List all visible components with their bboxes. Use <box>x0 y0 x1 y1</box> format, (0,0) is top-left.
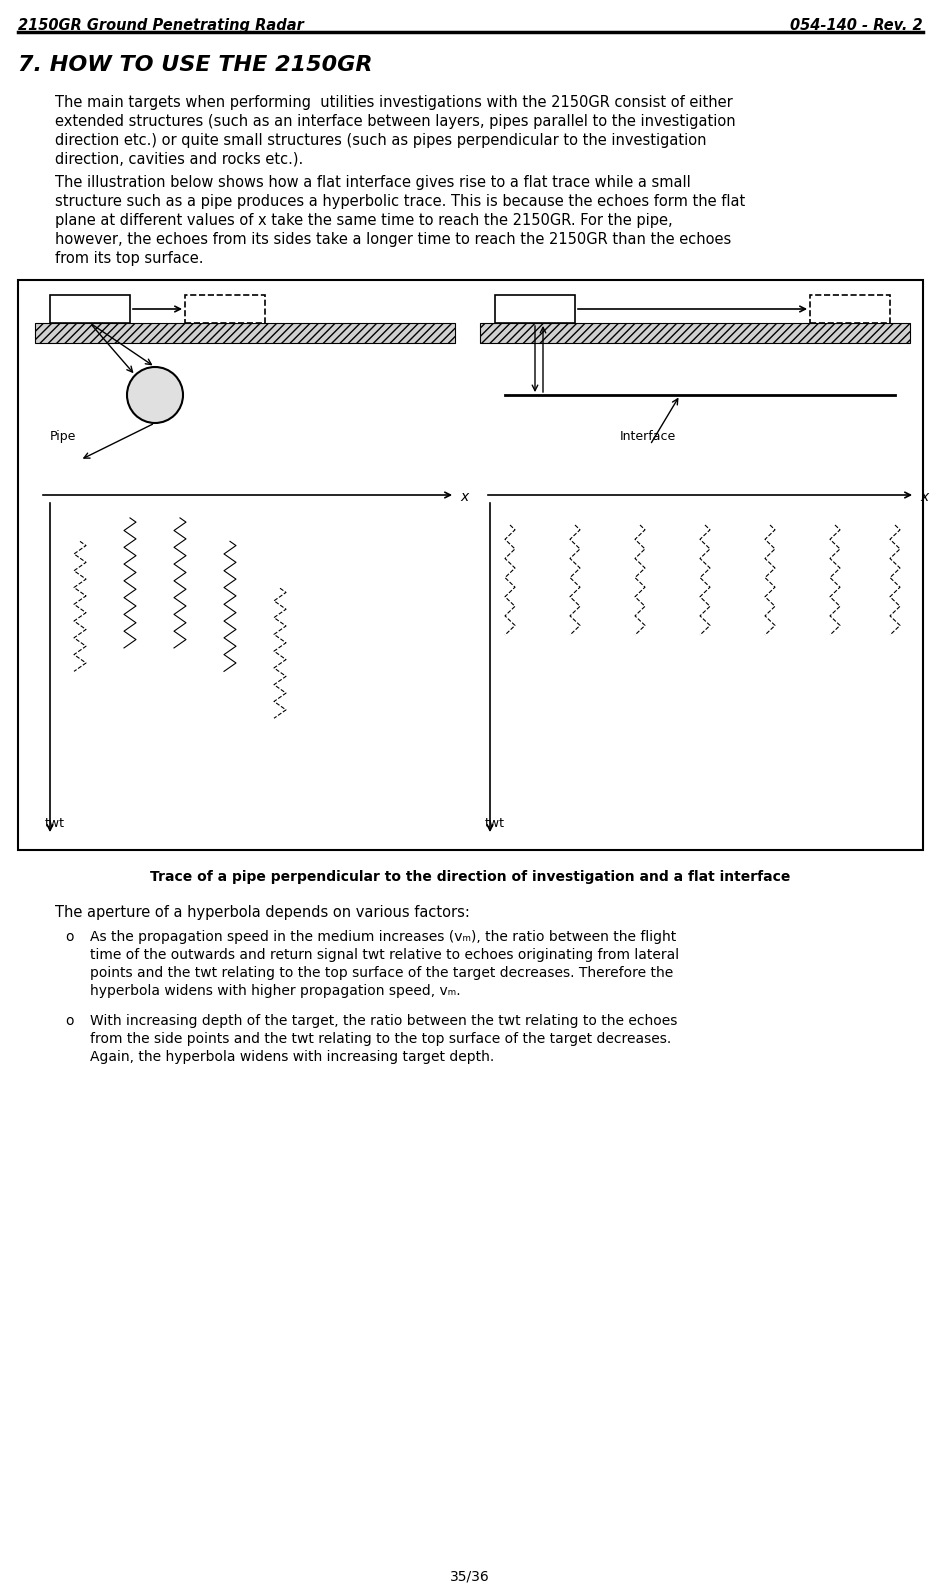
Text: however, the echoes from its sides take a longer time to reach the 2150GR than t: however, the echoes from its sides take … <box>55 232 731 247</box>
Text: The illustration below shows how a flat interface gives rise to a flat trace whi: The illustration below shows how a flat … <box>55 175 691 189</box>
Bar <box>185 295 265 323</box>
Text: 2150GR: 2150GR <box>828 298 872 307</box>
Text: direction etc.) or quite small structures (such as pipes perpendicular to the in: direction etc.) or quite small structure… <box>55 134 707 148</box>
Bar <box>495 295 575 323</box>
Text: plane at different values of x take the same time to reach the 2150GR. For the p: plane at different values of x take the … <box>55 213 673 228</box>
Text: twt: twt <box>485 817 505 829</box>
Bar <box>18 280 923 850</box>
Text: from the side points and the twt relating to the top surface of the target decre: from the side points and the twt relatin… <box>90 1032 671 1046</box>
Text: Trace of a pipe perpendicular to the direction of investigation and a flat inter: Trace of a pipe perpendicular to the dir… <box>150 869 790 884</box>
Bar <box>480 323 910 342</box>
Text: from its top surface.: from its top surface. <box>55 252 203 266</box>
Bar <box>810 295 890 323</box>
Text: 2150GR: 2150GR <box>68 298 112 307</box>
Text: 2150GR: 2150GR <box>202 298 247 307</box>
Text: As the propagation speed in the medium increases (vₘ), the ratio between the fli: As the propagation speed in the medium i… <box>90 930 677 944</box>
Text: extended structures (such as an interface between layers, pipes parallel to the : extended structures (such as an interfac… <box>55 115 736 129</box>
Circle shape <box>127 368 183 423</box>
Text: direction, cavities and rocks etc.).: direction, cavities and rocks etc.). <box>55 151 303 167</box>
Text: With increasing depth of the target, the ratio between the twt relating to the e: With increasing depth of the target, the… <box>90 1014 678 1028</box>
Text: 7. HOW TO USE THE 2150GR: 7. HOW TO USE THE 2150GR <box>18 56 373 75</box>
Text: x: x <box>920 490 928 505</box>
Text: time of the outwards and return signal twt relative to echoes originating from l: time of the outwards and return signal t… <box>90 947 679 962</box>
Text: structure such as a pipe produces a hyperbolic trace. This is because the echoes: structure such as a pipe produces a hype… <box>55 194 745 209</box>
Text: o: o <box>65 930 73 944</box>
Text: Again, the hyperbola widens with increasing target depth.: Again, the hyperbola widens with increas… <box>90 1051 494 1063</box>
Text: twt: twt <box>45 817 65 829</box>
Bar <box>50 295 130 323</box>
Text: hyperbola widens with higher propagation speed, vₘ.: hyperbola widens with higher propagation… <box>90 984 461 998</box>
Text: points and the twt relating to the top surface of the target decreases. Therefor: points and the twt relating to the top s… <box>90 966 673 981</box>
Text: x: x <box>460 490 469 505</box>
Text: 054-140 - Rev. 2: 054-140 - Rev. 2 <box>790 18 923 33</box>
Bar <box>35 323 455 342</box>
Text: 2150GR: 2150GR <box>513 298 557 307</box>
Text: The main targets when performing  utilities investigations with the 2150GR consi: The main targets when performing utiliti… <box>55 96 733 110</box>
Text: Pipe: Pipe <box>50 430 76 443</box>
Text: The aperture of a hyperbola depends on various factors:: The aperture of a hyperbola depends on v… <box>55 904 470 920</box>
Text: 35/36: 35/36 <box>450 1570 490 1584</box>
Text: Interface: Interface <box>620 430 677 443</box>
Text: 2150GR Ground Penetrating Radar: 2150GR Ground Penetrating Radar <box>18 18 304 33</box>
Text: o: o <box>65 1014 73 1028</box>
